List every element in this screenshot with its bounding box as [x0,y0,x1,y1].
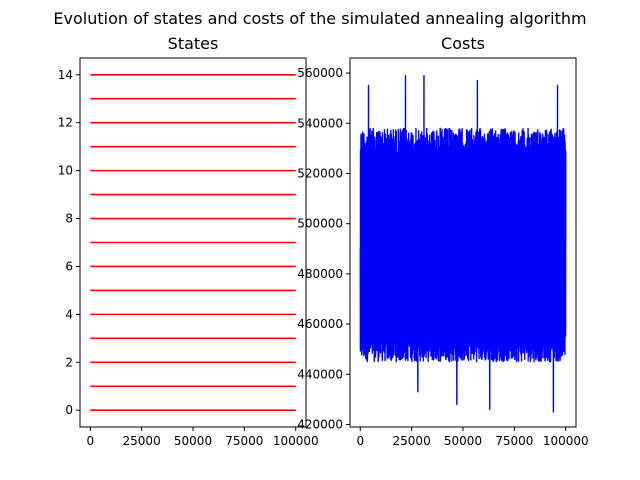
y-tick-label: 10 [58,164,73,178]
states-lines [90,73,296,412]
y-tick-label: 480000 [297,267,343,281]
y-tick-label: 12 [58,116,73,130]
costs-x-ticks: 0 25000 50000 75000 100000 [356,427,589,448]
costs-line [359,74,567,413]
y-tick-label: 460000 [297,317,343,331]
x-tick-label: 100000 [273,434,319,448]
y-tick-label: 2 [65,355,73,369]
x-tick-label: 0 [356,434,364,448]
x-tick-label: 100000 [543,434,589,448]
states-y-ticks: 0 2 4 6 8 10 12 14 [58,68,80,417]
states-x-ticks: 0 25000 50000 75000 100000 [86,427,319,448]
states-title: States [168,34,219,53]
x-tick-label: 0 [86,434,94,448]
x-tick-label: 25000 [393,434,431,448]
y-tick-label: 14 [58,68,73,82]
x-tick-label: 25000 [123,434,161,448]
y-tick-label: 540000 [297,116,343,130]
figure-suptitle: Evolution of states and costs of the sim… [53,9,586,28]
y-tick-label: 500000 [297,217,343,231]
x-tick-label: 50000 [174,434,212,448]
x-tick-label: 75000 [495,434,533,448]
states-axes: States 0 25000 50000 75000 100000 0 2 4 6 8 10 12 1… [58,34,319,448]
costs-title: Costs [441,34,485,53]
y-tick-label: 420000 [297,417,343,431]
cost-series-line [359,74,567,413]
y-tick-label: 0 [65,403,73,417]
costs-axes: Costs 0 25000 50000 75000 100000 420000 44000… [297,34,588,448]
y-tick-label: 4 [65,307,73,321]
y-tick-label: 520000 [297,166,343,180]
y-tick-label: 6 [65,259,73,273]
costs-y-ticks: 420000 440000 460000 480000 500000 520000 5400… [297,66,350,431]
x-tick-label: 50000 [444,434,482,448]
y-tick-label: 440000 [297,367,343,381]
x-tick-label: 75000 [225,434,263,448]
y-tick-label: 560000 [297,66,343,80]
y-tick-label: 8 [65,212,73,226]
